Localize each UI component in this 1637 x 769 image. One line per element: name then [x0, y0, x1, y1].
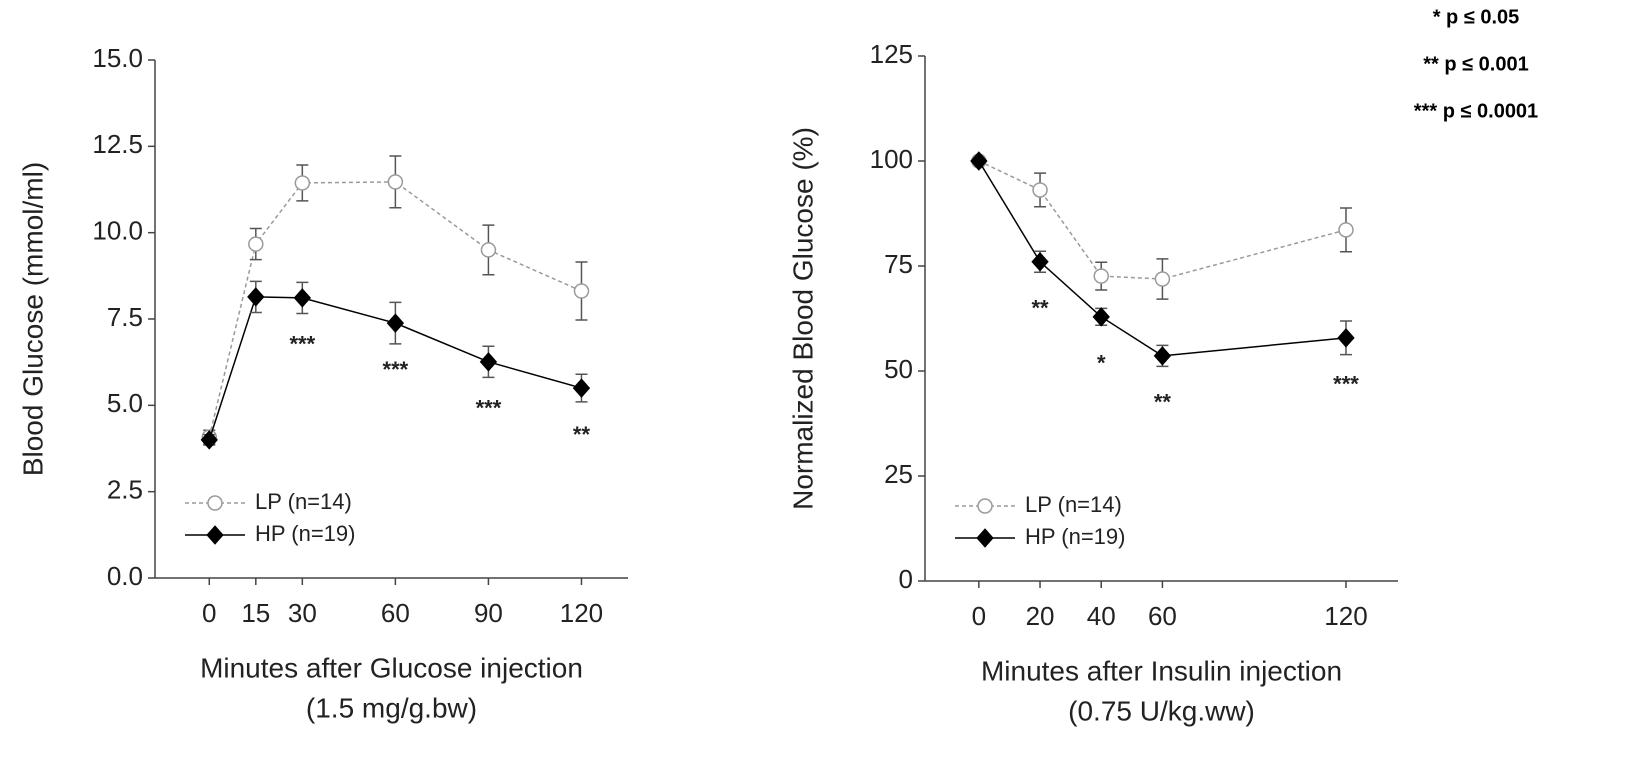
data-point — [387, 174, 404, 190]
significance-label: *** — [289, 332, 315, 357]
y-tick-label: 15.0 — [92, 43, 143, 73]
y-axis-label: Blood Glucose (mmol/ml) — [17, 162, 48, 476]
y-tick-label: 0.0 — [107, 561, 143, 591]
x-tick-label: 30 — [288, 598, 317, 628]
data-point — [479, 352, 498, 372]
legend-label: HP (n=19) — [1025, 524, 1125, 549]
data-point — [247, 287, 265, 307]
data-point — [293, 288, 311, 308]
significance-label: ** — [1154, 390, 1172, 415]
legend-marker — [977, 498, 993, 514]
y-tick-label: 2.5 — [107, 475, 143, 505]
x-tick-label: 0 — [972, 601, 986, 631]
data-point — [200, 430, 218, 450]
x-axis-label: (0.75 U/kg.ww) — [1068, 695, 1255, 726]
x-axis-label: (1.5 mg/g.bw) — [306, 692, 477, 723]
y-axis-label: Normalized Blood Glucose (%) — [787, 127, 818, 510]
data-point — [1337, 328, 1355, 348]
significance-key: ** p ≤ 0.001 — [1423, 53, 1528, 75]
legend-marker — [976, 528, 994, 548]
y-tick-label: 7.5 — [107, 302, 143, 332]
y-tick-label: 100 — [870, 144, 913, 174]
x-tick-label: 40 — [1087, 601, 1116, 631]
data-point — [1338, 222, 1354, 238]
legend-label: HP (n=19) — [255, 521, 355, 546]
y-tick-label: 10.0 — [92, 216, 143, 246]
y-tick-label: 25 — [884, 459, 913, 489]
significance-key: * p ≤ 0.05 — [1433, 6, 1520, 28]
data-point — [1093, 268, 1109, 284]
x-tick-label: 60 — [381, 598, 410, 628]
data-point — [572, 378, 591, 398]
y-tick-label: 75 — [884, 249, 913, 279]
data-point — [1031, 252, 1049, 272]
data-point — [573, 283, 590, 299]
x-tick-label: 120 — [1324, 601, 1367, 631]
data-point — [970, 151, 988, 171]
significance-label: ** — [573, 422, 591, 447]
data-point — [1092, 307, 1110, 327]
data-point — [1154, 271, 1171, 287]
x-axis-label: Minutes after Glucose injection — [200, 652, 583, 683]
significance-label: * — [1097, 351, 1106, 376]
y-tick-label: 50 — [884, 354, 913, 384]
x-tick-label: 20 — [1026, 601, 1055, 631]
data-point — [1153, 346, 1172, 366]
x-tick-label: 120 — [560, 598, 603, 628]
data-point — [386, 313, 405, 333]
data-point — [1032, 182, 1048, 198]
y-tick-label: 125 — [870, 39, 913, 69]
significance-label: *** — [1333, 372, 1359, 397]
x-axis-label: Minutes after Insulin injection — [981, 655, 1342, 686]
legend-marker — [207, 495, 223, 511]
y-tick-label: 5.0 — [107, 388, 143, 418]
x-tick-label: 15 — [241, 598, 270, 628]
x-tick-label: 0 — [202, 598, 216, 628]
y-tick-label: 0 — [899, 564, 913, 594]
x-tick-label: 60 — [1148, 601, 1177, 631]
significance-key: *** p ≤ 0.0001 — [1414, 100, 1538, 122]
legend-label: LP (n=14) — [255, 489, 352, 514]
series-line — [208, 181, 582, 438]
data-point — [294, 175, 311, 191]
series-line — [208, 296, 582, 441]
series-line — [978, 160, 1347, 280]
significance-label: *** — [383, 357, 409, 382]
significance-label: *** — [476, 396, 502, 421]
data-point — [248, 236, 264, 252]
x-tick-label: 90 — [474, 598, 503, 628]
data-point — [480, 242, 497, 258]
legend-marker — [206, 525, 224, 545]
significance-label: ** — [1031, 296, 1049, 321]
y-tick-label: 12.5 — [92, 129, 143, 159]
legend-label: LP (n=14) — [1025, 492, 1122, 517]
